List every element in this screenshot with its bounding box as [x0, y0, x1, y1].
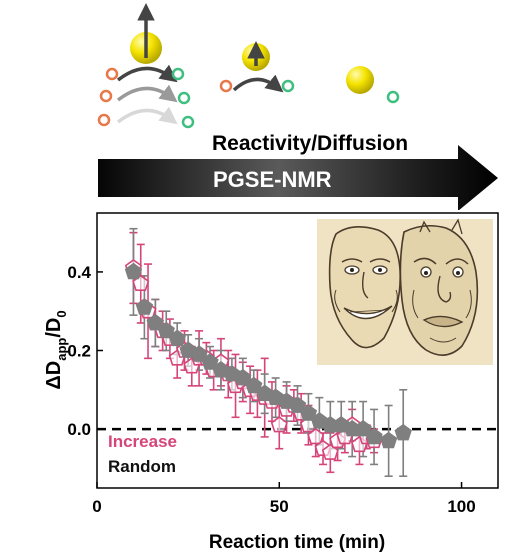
product-icon	[386, 90, 400, 104]
random-data-point	[135, 298, 154, 315]
random-data-point	[394, 423, 412, 441]
product-icon	[281, 79, 295, 93]
random-data-point	[354, 419, 372, 437]
pgse-nmr-arrow: Reactivity/Diffusion PGSE-NMR	[98, 132, 498, 210]
axis-ticks: 0 50 100 0.0 0.2 0.4	[67, 263, 475, 516]
random-data-point	[299, 404, 318, 421]
reactant-icon	[105, 67, 119, 81]
random-data-point	[234, 368, 252, 386]
fast-diffusing-particle-group	[97, 3, 195, 129]
increase-data-point	[132, 274, 150, 292]
y-label-main: ΔD	[43, 361, 65, 390]
reaction-arrow-icon	[116, 106, 178, 125]
reaction-arrow-icon	[116, 84, 178, 103]
x-tick-label: 100	[447, 497, 475, 516]
y-label-after: /D	[43, 318, 65, 338]
reactant-icon	[97, 113, 111, 127]
x-tick-label: 0	[92, 497, 101, 516]
random-data-point	[245, 376, 263, 394]
y-label-subscript-2: 0	[54, 310, 69, 317]
reaction-arrow-icon	[232, 74, 284, 93]
band-arrow-shape	[98, 145, 498, 210]
random-data-point	[157, 321, 175, 339]
y-tick-label: 0.0	[67, 420, 91, 439]
reactivity-diffusion-label: Reactivity/Diffusion	[212, 132, 408, 155]
medium-diffusing-particle-group	[219, 41, 295, 93]
particle-icon	[346, 66, 374, 94]
y-axis-label: ΔDapp/D0	[43, 310, 69, 389]
product-icon	[181, 115, 195, 129]
random-data-point	[380, 431, 398, 449]
data-points	[124, 259, 412, 460]
x-axis-label: Reaction time (min)	[209, 532, 385, 553]
reaction-schematic: Reactivity/Diffusion PGSE-NMR	[97, 3, 498, 210]
random-data-point	[190, 345, 208, 362]
reactant-icon	[99, 89, 113, 103]
random-data-point	[365, 427, 383, 445]
increase-data-point	[270, 416, 288, 433]
random-data-point	[288, 396, 307, 413]
random-data-point	[201, 353, 219, 370]
random-data-point	[124, 262, 143, 280]
y-tick-label: 0.4	[67, 263, 91, 282]
legend-increase: Increase	[108, 432, 177, 451]
increase-data-point	[321, 443, 339, 460]
reactant-icon	[219, 79, 233, 93]
diffusion-chart: 0 50 100 0.0 0.2 0.4 Increase Random Reaction…	[43, 212, 499, 553]
random-data-point	[146, 313, 164, 331]
product-icon	[177, 91, 191, 105]
legend-random: Random	[108, 457, 176, 476]
y-label-subscript: app	[54, 338, 69, 361]
random-data-point	[168, 329, 186, 347]
inert-particle-group	[346, 66, 400, 104]
reaction-arrow-icon	[116, 64, 178, 83]
product-icon	[171, 67, 185, 81]
pgse-nmr-label: PGSE-NMR	[213, 167, 332, 192]
y-tick-label: 0.2	[67, 342, 91, 361]
increase-data-point	[307, 427, 325, 445]
theatre-masks-drawing-icon	[317, 218, 493, 365]
x-tick-label: 50	[270, 497, 289, 516]
